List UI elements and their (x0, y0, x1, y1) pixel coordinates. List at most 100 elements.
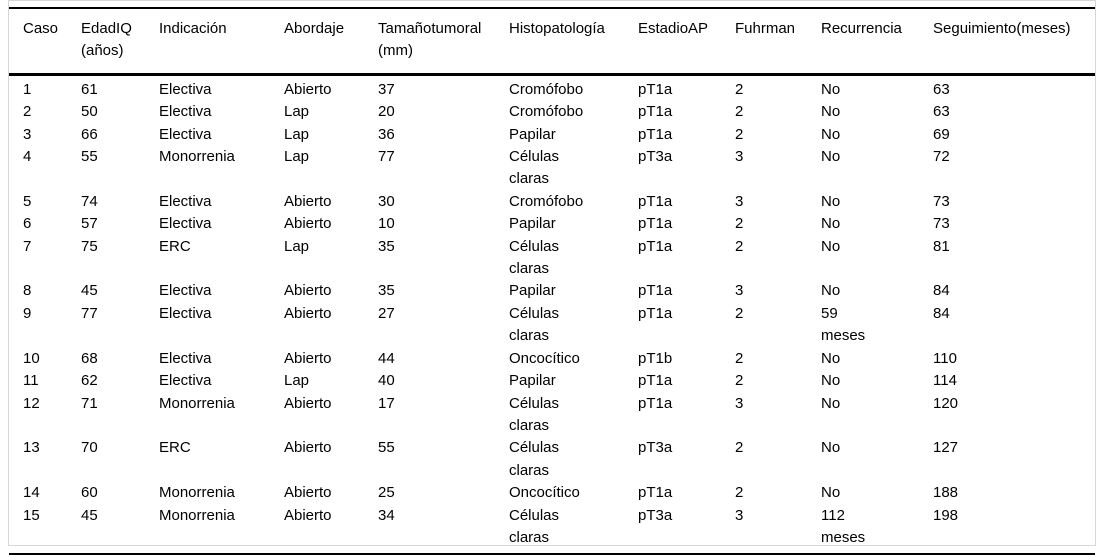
column-header-edad: EdadIQ (años) (81, 20, 132, 60)
table-cell: pT1a (638, 282, 673, 300)
table-cell: pT3a (638, 148, 673, 166)
table-cell: 7 (23, 237, 32, 255)
table-row: 6 57 Electiva Abierto 10 Papilar pT1a 2 No 73 (9, 213, 1095, 235)
table-cell: 40 (378, 372, 395, 390)
table-cell: Electiva (159, 192, 212, 210)
table-cell: 11 (23, 372, 39, 390)
table-cell: 10 (378, 215, 395, 233)
table-cell: Cromófobo (509, 192, 584, 210)
table-cell: 74 (81, 192, 98, 210)
table-cell: 84 (933, 304, 950, 322)
table-cell: pT1a (638, 484, 673, 502)
table-cell: Abierto (284, 394, 332, 412)
table-cell: Monorrenia (159, 394, 235, 412)
column-header-histopatologia: Histopatología (509, 20, 605, 37)
table-cell: Monorrenia (159, 506, 235, 524)
table-row: 8 45 Electiva Abierto 35 Papilar pT1a 3 No 84 (9, 280, 1095, 302)
table-cell: 44 (378, 349, 395, 367)
table-cell: 75 (81, 237, 98, 255)
table-cell: No (821, 372, 841, 390)
table-cell: 188 (933, 484, 959, 502)
column-header-indicacion: Indicación (159, 20, 227, 37)
table-header: Caso EdadIQ (años) Indicación Abordaje T… (9, 8, 1095, 75)
table-cell: 50 (81, 103, 98, 121)
table-cell: 5 (23, 192, 32, 210)
table-cell: 17 (378, 394, 395, 412)
table-cell: No (821, 215, 841, 233)
table-cell: 3 (735, 394, 744, 412)
table-cell: 59 meses (821, 304, 866, 345)
table-cell: 12 (23, 394, 40, 412)
table-cell: Monorrenia (159, 484, 235, 502)
table-cell: pT1a (638, 125, 673, 143)
table-cell: 3 (735, 506, 744, 524)
table-row: 12 71 Monorrenia Abierto 17 Células claras pT1… (9, 393, 1095, 438)
table-cell: pT1a (638, 80, 673, 98)
table-cell: Papilar (509, 282, 556, 300)
table-cell: 77 (81, 304, 98, 322)
table-cell: Monorrenia (159, 148, 235, 166)
column-header-seguimiento: Seguimiento(meses) (933, 20, 1071, 37)
table-cell: 10 (23, 349, 40, 367)
table-cell: pT1a (638, 192, 673, 210)
table-cell: Electiva (159, 125, 212, 143)
table-cell: 66 (81, 125, 98, 143)
table-cell: pT1a (638, 103, 673, 121)
table-cell: pT1a (638, 394, 673, 412)
table-cell: 77 (378, 148, 395, 166)
table-cell: pT1a (638, 237, 673, 255)
table-cell: 127 (933, 439, 959, 457)
table-cell: Abierto (284, 349, 332, 367)
table-cell: No (821, 237, 841, 255)
table-cell: 2 (735, 103, 744, 121)
table-cell: 13 (23, 439, 40, 457)
table-cell: No (821, 80, 841, 98)
table-cell: 72 (933, 148, 950, 166)
table-cell: Células claras (509, 237, 560, 278)
table-cell: Electiva (159, 80, 212, 98)
table-cell: 25 (378, 484, 395, 502)
table-cell: 3 (735, 192, 744, 210)
table-cell: Electiva (159, 103, 212, 121)
table-cell: 2 (23, 103, 32, 121)
table-cell: 9 (23, 304, 32, 322)
table-cell: 198 (933, 506, 959, 524)
table-row: 15 45 Monorrenia Abierto 34 Células claras pT3… (9, 505, 1095, 555)
table-cell: No (821, 103, 841, 121)
table-cell: 4 (23, 148, 32, 166)
table-cell: 45 (81, 506, 98, 524)
table-cell: 37 (378, 80, 395, 98)
table-cell: 110 (933, 349, 957, 367)
table-body: 1 61 Electiva Abierto 37 Cromófobo pT1a 2 No 63 2 5… (9, 74, 1095, 555)
table-cell: Abierto (284, 215, 332, 233)
table-cell: 60 (81, 484, 98, 502)
table-cell: 2 (735, 80, 744, 98)
table-cell: 2 (735, 439, 744, 457)
table-cell: 35 (378, 237, 395, 255)
table-cell: Cromófobo (509, 80, 584, 98)
table-cell: pT1a (638, 215, 673, 233)
table-cell: 84 (933, 282, 950, 300)
table-cell: pT1a (638, 372, 673, 390)
table-cell: No (821, 439, 841, 457)
table-cell: 3 (735, 282, 744, 300)
table-cell: 3 (735, 148, 744, 166)
table-cell: No (821, 192, 841, 210)
column-header-abordaje: Abordaje (284, 20, 345, 37)
table-cell: 27 (378, 304, 395, 322)
table-cell: Electiva (159, 282, 212, 300)
table-cell: pT1b (638, 349, 673, 367)
table-cell: Abierto (284, 484, 332, 502)
table-cell: Células claras (509, 439, 560, 479)
table-row: 14 60 Monorrenia Abierto 25 Oncocítico pT1a 2 No… (9, 482, 1095, 504)
table-cell: ERC (159, 439, 191, 457)
table-cell: Células claras (509, 304, 560, 345)
table-cell: Papilar (509, 372, 556, 390)
table-cell: 68 (81, 349, 98, 367)
column-header-caso: Caso (23, 20, 59, 37)
table-cell: Abierto (284, 80, 332, 98)
table-cell: 8 (23, 282, 32, 300)
table-cell: 14 (23, 484, 40, 502)
table-cell: 70 (81, 439, 98, 457)
table-cell: Lap (284, 372, 310, 390)
